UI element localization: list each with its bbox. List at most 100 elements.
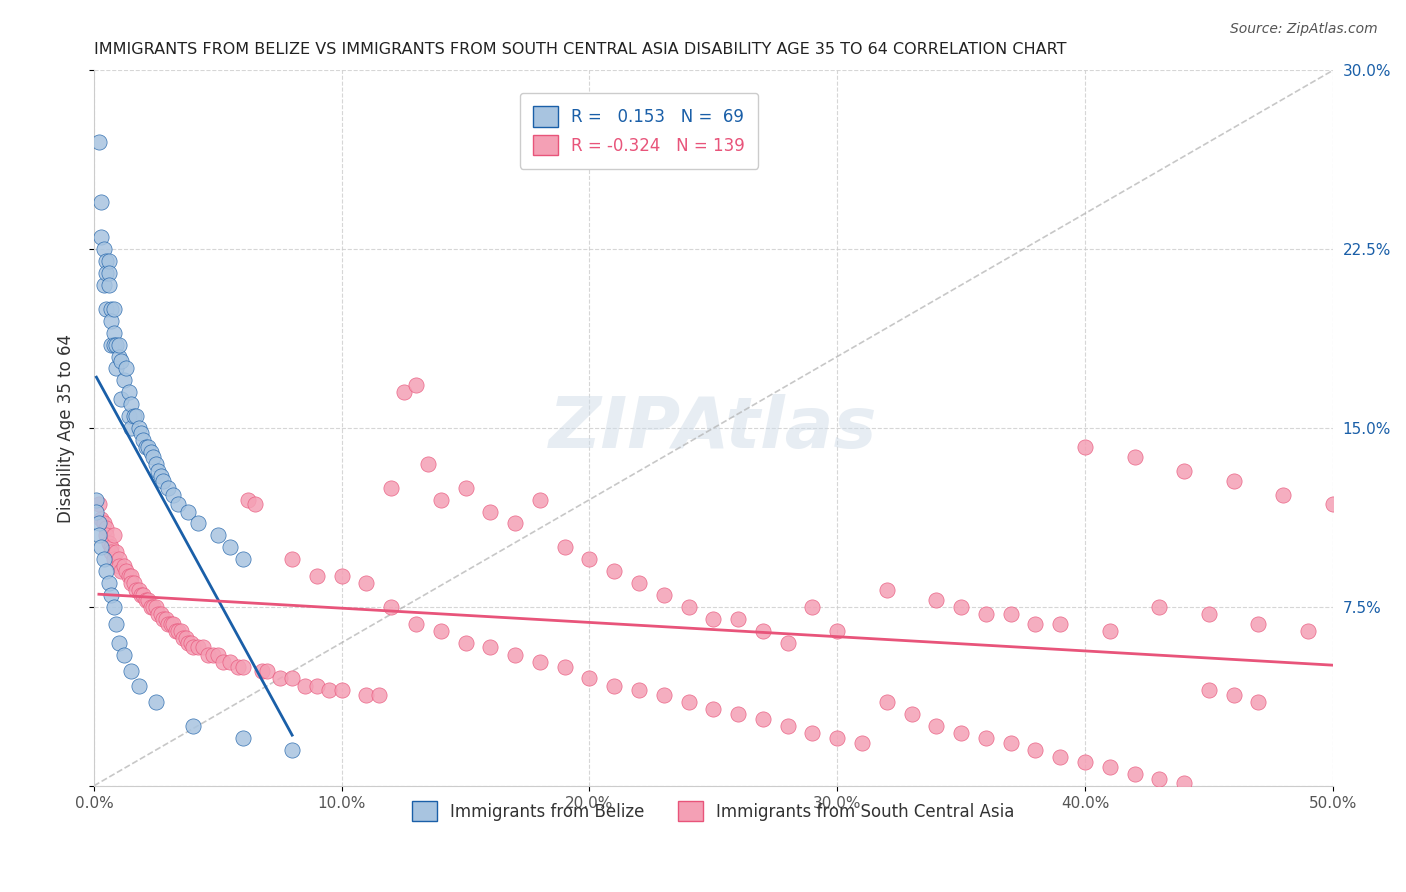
Point (180, 636, 202, 650)
Point (86, 492, 108, 507)
Point (110, 354, 132, 368)
Point (380, 481, 402, 495)
Point (107, 337, 129, 351)
Point (149, 468, 172, 483)
Point (103, 599, 125, 614)
Point (281, 552, 304, 566)
Point (132, 588, 155, 602)
Point (181, 719, 204, 733)
Point (103, 528, 125, 542)
Point (1123, 450, 1146, 464)
Point (87, 516, 110, 531)
Point (1049, 616, 1071, 631)
Point (110, 564, 132, 578)
Point (974, 731, 997, 745)
Point (145, 695, 167, 709)
Point (207, 528, 229, 542)
Point (177, 636, 200, 650)
Point (105, 361, 128, 376)
Point (430, 624, 453, 638)
Point (169, 624, 191, 638)
Point (165, 624, 187, 638)
Point (727, 612, 749, 626)
Point (232, 659, 254, 673)
Point (191, 640, 214, 655)
Point (162, 616, 184, 631)
Point (776, 636, 799, 650)
Point (454, 636, 477, 650)
Point (1322, 497, 1344, 511)
Point (110, 392, 132, 407)
Point (103, 326, 125, 340)
Point (90, 194, 112, 209)
Point (925, 719, 948, 733)
Point (578, 672, 600, 686)
Point (107, 636, 129, 650)
Point (627, 576, 650, 591)
Point (356, 576, 378, 591)
Point (603, 679, 626, 693)
Point (96, 521, 118, 535)
Point (155, 612, 177, 626)
Point (197, 648, 219, 662)
Point (1247, 695, 1270, 709)
Point (122, 409, 145, 424)
Point (187, 516, 209, 531)
Point (100, 545, 122, 559)
Point (115, 564, 138, 578)
Point (554, 659, 576, 673)
Point (152, 612, 174, 626)
Point (97, 254, 120, 268)
Point (135, 592, 157, 607)
Point (152, 474, 174, 488)
Point (479, 505, 502, 519)
Point (232, 731, 254, 745)
Point (122, 576, 145, 591)
Point (974, 607, 997, 621)
Point (256, 665, 278, 679)
Point (1000, 736, 1022, 750)
Point (554, 541, 576, 555)
Point (159, 616, 181, 631)
Text: Source: ZipAtlas.com: Source: ZipAtlas.com (1230, 22, 1378, 37)
Point (128, 583, 150, 598)
Point (132, 433, 155, 447)
Point (93, 552, 115, 566)
Point (950, 726, 973, 740)
Point (1149, 772, 1171, 786)
Point (219, 655, 242, 669)
Point (1296, 624, 1319, 638)
Point (678, 695, 700, 709)
Point (148, 607, 170, 621)
Point (172, 631, 194, 645)
Point (236, 492, 259, 507)
Point (125, 583, 148, 598)
Point (825, 731, 848, 745)
Point (112, 648, 135, 662)
Point (776, 719, 799, 733)
Point (851, 736, 873, 750)
Point (652, 588, 675, 602)
Point (117, 409, 139, 424)
Point (96, 528, 118, 542)
Point (392, 385, 415, 400)
Point (139, 599, 162, 614)
Point (112, 373, 135, 387)
Point (405, 616, 427, 631)
Point (950, 599, 973, 614)
Point (702, 612, 724, 626)
Point (405, 378, 427, 392)
Y-axis label: Disability Age 35 to 64: Disability Age 35 to 64 (58, 334, 75, 523)
Point (1173, 464, 1195, 478)
Point (702, 702, 724, 716)
Point (125, 409, 148, 424)
Point (148, 464, 170, 478)
Point (727, 707, 749, 722)
Point (529, 492, 551, 507)
Point (752, 712, 775, 726)
Point (120, 397, 142, 411)
Point (367, 688, 389, 702)
Point (603, 564, 626, 578)
Point (100, 588, 122, 602)
Point (529, 655, 551, 669)
